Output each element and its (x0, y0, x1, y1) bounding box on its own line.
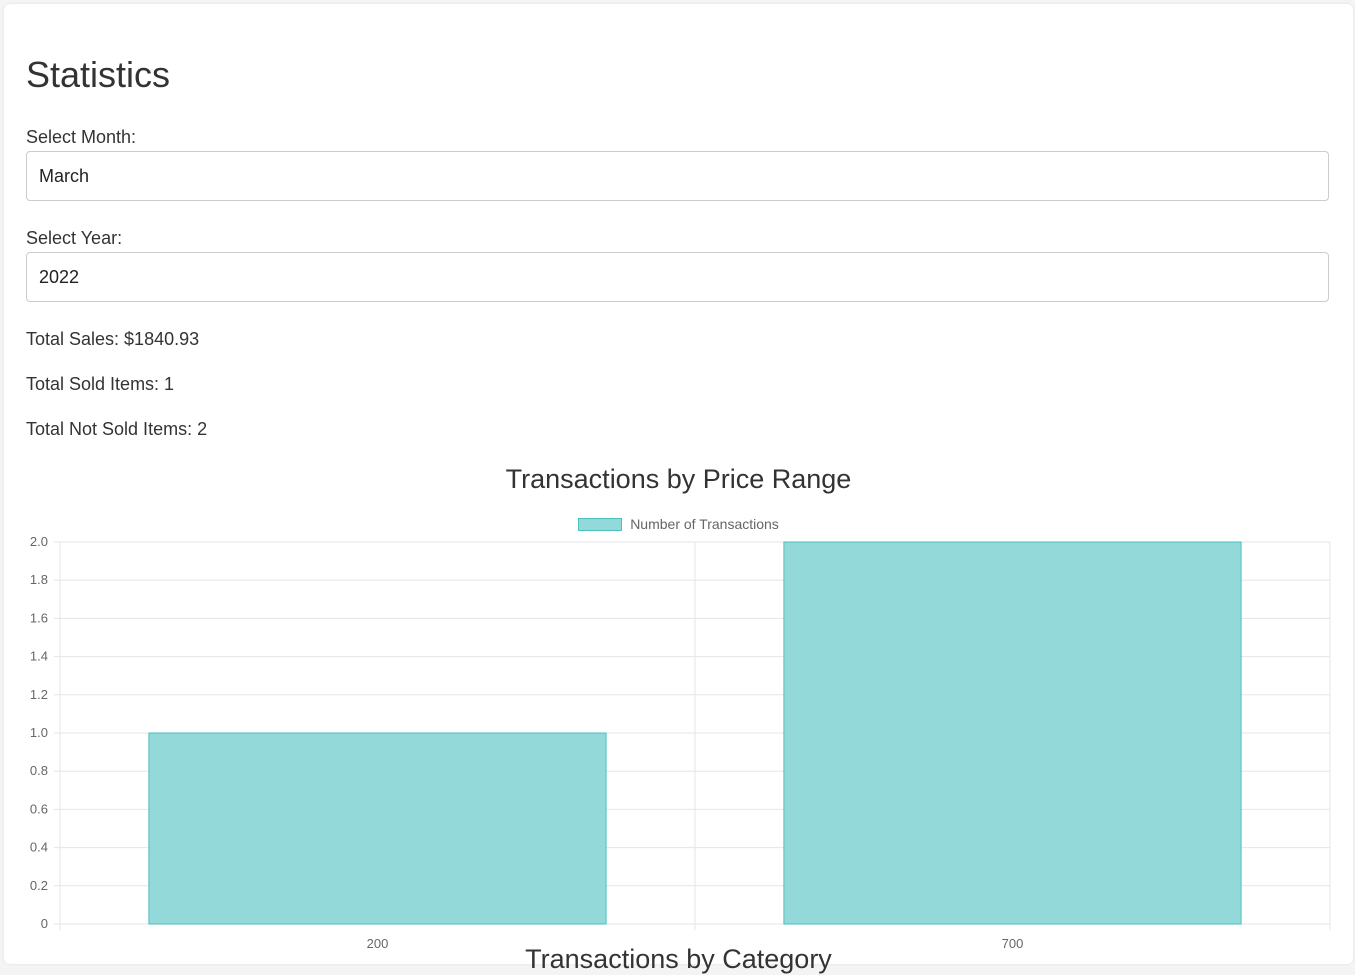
x-tick-label: 700 (1002, 936, 1024, 951)
y-tick-label: 1.6 (30, 610, 48, 625)
chart-title: Transactions by Price Range (505, 464, 852, 494)
y-tick-label: 1.4 (30, 649, 48, 664)
y-tick-label: 0 (41, 916, 48, 931)
bar-700 (783, 541, 1242, 925)
y-tick-label: 0.8 (30, 763, 48, 778)
total-not-sold-items: Total Not Sold Items: 2 (26, 419, 208, 439)
page-title: Statistics (26, 54, 171, 95)
month-select-value: March (39, 165, 90, 186)
chart-legend[interactable]: Number of Transactions (4, 516, 1353, 532)
x-tick-label: 200 (367, 936, 389, 951)
statistics-card: Statistics Select Month: March Select Ye… (4, 4, 1353, 974)
bar-chart: 0 0.2 0.4 0.6 0.8 1.0 1.2 1.4 1.6 1.8 2.0 200 700 (30, 534, 1331, 951)
year-select-value: 2022 (39, 266, 80, 287)
year-label: Select Year: (26, 228, 123, 248)
y-tick-label: 0.4 (30, 840, 48, 855)
total-sold-items: Total Sold Items: 1 (26, 374, 175, 394)
category-chart-title: Transactions by Category (525, 944, 832, 974)
y-tick-label: 1.0 (30, 725, 48, 740)
month-label: Select Month: (26, 127, 137, 147)
y-tick-label: 0.6 (30, 801, 48, 816)
y-tick-label: 1.2 (30, 687, 48, 702)
month-select[interactable]: March (26, 151, 1329, 201)
y-tick-label: 2.0 (30, 534, 48, 549)
bar-200 (148, 732, 607, 925)
y-tick-label: 0.2 (30, 878, 48, 893)
year-select[interactable]: 2022 (26, 252, 1329, 302)
y-tick-label: 1.8 (30, 572, 48, 587)
legend-label: Number of Transactions (630, 516, 779, 532)
legend-swatch (578, 517, 623, 531)
total-sales: Total Sales: $1840.93 (26, 329, 200, 349)
